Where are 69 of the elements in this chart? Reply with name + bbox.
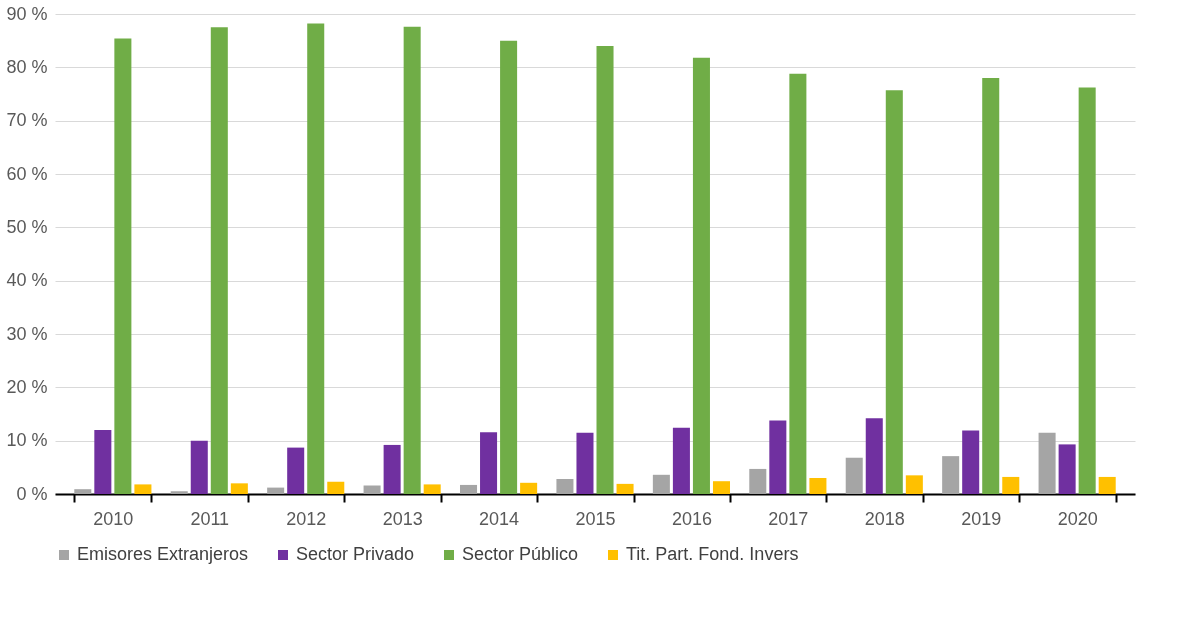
bar [712, 481, 730, 494]
bar [520, 482, 538, 494]
legend-label: Sector Privado [296, 544, 415, 564]
bar [403, 26, 421, 494]
y-tick-label: 80 % [6, 56, 48, 77]
x-tick-label: 2015 [575, 508, 616, 529]
y-tick-label: 90 % [6, 3, 48, 24]
y-tick-label: 40 % [6, 270, 48, 291]
bar [905, 475, 923, 494]
bar [170, 491, 188, 494]
bar [134, 484, 152, 494]
y-tick-label: 50 % [6, 216, 48, 237]
x-tick-label: 2020 [1057, 508, 1098, 529]
y-tick-label: 0 % [16, 483, 48, 504]
bar [74, 489, 92, 494]
y-tick-label: 70 % [6, 110, 48, 131]
bar [500, 40, 518, 494]
bar [982, 78, 1000, 494]
bar [267, 487, 285, 494]
bar [845, 457, 863, 494]
bar [789, 73, 807, 494]
bar [1002, 476, 1020, 494]
x-tick-label: 2013 [382, 508, 423, 529]
bar [616, 483, 634, 494]
bar [1058, 444, 1076, 494]
x-tick-label: 2019 [961, 508, 1002, 529]
bar [383, 444, 401, 494]
bar [749, 468, 767, 494]
bar [556, 479, 574, 494]
bar [210, 27, 228, 494]
bar [769, 420, 787, 494]
bar [885, 90, 903, 494]
bar [672, 427, 690, 494]
y-tick-label: 30 % [6, 323, 48, 344]
bar [480, 432, 498, 494]
bar [809, 478, 827, 494]
legend-label: Tit. Part. Fond. Invers [626, 544, 799, 564]
bar [962, 430, 980, 494]
bar [307, 23, 325, 494]
bar [942, 456, 960, 494]
bar [94, 430, 112, 494]
bar [652, 474, 670, 494]
x-tick-label: 2012 [286, 508, 327, 529]
bar [692, 57, 710, 494]
bar [460, 484, 478, 494]
bar [287, 447, 305, 494]
x-tick-label: 2011 [190, 508, 230, 529]
bar [596, 46, 614, 494]
bar [114, 38, 132, 494]
bar [327, 481, 345, 494]
y-tick-label: 10 % [6, 430, 48, 451]
bar [363, 485, 381, 494]
x-tick-label: 2016 [671, 508, 712, 529]
bar [230, 483, 248, 494]
bar [1078, 87, 1096, 494]
bar [576, 432, 594, 494]
legend-label: Sector Público [462, 544, 579, 564]
x-tick-label: 2018 [864, 508, 905, 529]
x-tick-label: 2017 [768, 508, 809, 529]
x-tick-label: 2014 [479, 508, 520, 529]
bar [1038, 432, 1056, 494]
bar [190, 440, 208, 494]
y-tick-label: 60 % [6, 163, 48, 184]
x-tick-label: 2010 [93, 508, 134, 529]
bar [1098, 476, 1116, 494]
legend-label: Emisores Extranjeros [77, 544, 249, 564]
y-tick-label: 20 % [6, 376, 48, 397]
bar [423, 484, 441, 494]
bar [865, 418, 883, 494]
